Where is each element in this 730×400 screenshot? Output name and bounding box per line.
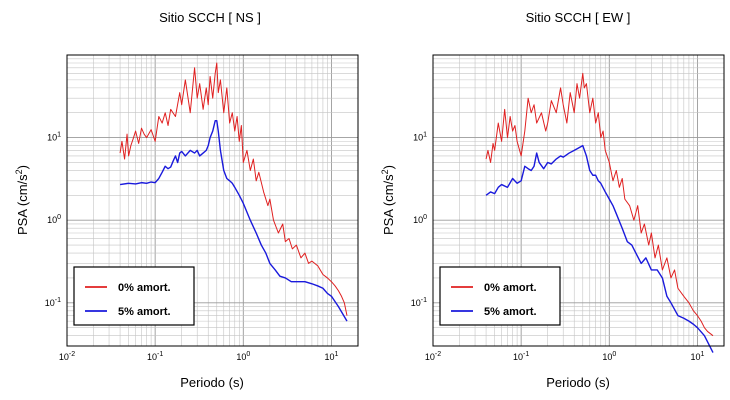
chart-title: Sitio SCCH [ NS ] [159, 10, 261, 25]
chart-ns: Sitio SCCH [ NS ] 10-2 10-1 100 101 10-1100… [14, 10, 359, 390]
y-tick-label: 10-1 [411, 297, 427, 308]
y-axis-label-main: PSA (cm/s [381, 174, 396, 235]
y-tick-label: 10-1 [45, 297, 61, 308]
tick-exp: 1 [335, 351, 339, 358]
series-line-red [485, 72, 714, 337]
legend-text-1: 5% amort. [118, 306, 171, 318]
x-tick-label: 101 [691, 351, 705, 362]
y-axis-label: PSA (cm/s2) [380, 165, 396, 235]
x-tick-label: 100 [602, 351, 616, 362]
legend-text-1: 5% amort. [484, 306, 537, 318]
series-line-red [119, 62, 348, 316]
tick-base: 10 [45, 298, 55, 308]
y-axis-label-main: PSA (cm/s [15, 174, 30, 235]
tick-exp: 1 [701, 351, 705, 358]
tick-exp: 1 [57, 132, 61, 139]
legend: 0% amort. 5% amort. [73, 266, 195, 326]
x-tick-label: 10-2 [59, 351, 75, 362]
y-axis-label-sup: 2 [14, 169, 24, 174]
y-axis-label-sup: 2 [380, 169, 390, 174]
tick-base: 10 [691, 352, 701, 362]
tick-base: 10 [425, 352, 435, 362]
y-axis-label-close: ) [381, 165, 396, 169]
tick-base: 10 [325, 352, 335, 362]
y-axis-label: PSA (cm/s2) [14, 165, 30, 235]
tick-exp: -1 [421, 297, 427, 304]
tick-base: 10 [47, 133, 57, 143]
y-tick-label: 101 [413, 132, 427, 143]
tick-base: 10 [602, 352, 612, 362]
legend-text-0: 0% amort. [118, 282, 171, 294]
chart-title: Sitio SCCH [ EW ] [526, 10, 631, 25]
y-tick-label: 100 [413, 214, 427, 225]
plot-frame [432, 54, 725, 347]
x-tick-label: 101 [325, 351, 339, 362]
series-lines [119, 62, 348, 322]
tick-base: 10 [513, 352, 523, 362]
series-lines [485, 72, 714, 353]
tick-base: 10 [59, 352, 69, 362]
tick-exp: -1 [157, 351, 163, 358]
tick-exp: -2 [435, 351, 441, 358]
x-tick-labels: 10-2 10-1 100 101 [59, 351, 339, 362]
tick-exp: 1 [423, 132, 427, 139]
x-tick-labels: 10-2 10-1 100 101 [425, 351, 705, 362]
tick-base: 10 [147, 352, 157, 362]
plot-frame [66, 54, 359, 347]
tick-exp: -1 [523, 351, 529, 358]
tick-exp: 0 [612, 351, 616, 358]
y-axis-label-close: ) [15, 165, 30, 169]
legend-text-0: 0% amort. [484, 282, 537, 294]
legend: 0% amort. 5% amort. [439, 266, 561, 326]
series-line-blue [485, 144, 714, 353]
y-tick-label: 100 [47, 214, 61, 225]
tick-base: 10 [236, 352, 246, 362]
series-line-blue [119, 120, 348, 322]
x-tick-label: 10-1 [513, 351, 529, 362]
tick-exp: 0 [423, 214, 427, 221]
y-tick-label: 101 [47, 132, 61, 143]
x-tick-label: 10-1 [147, 351, 163, 362]
tick-exp: -2 [69, 351, 75, 358]
legend-box [73, 266, 195, 326]
tick-exp: 0 [246, 351, 250, 358]
legend-box [439, 266, 561, 326]
tick-base: 10 [413, 133, 423, 143]
tick-exp: -1 [55, 297, 61, 304]
x-tick-label: 10-2 [425, 351, 441, 362]
tick-base: 10 [413, 215, 423, 225]
tick-base: 10 [411, 298, 421, 308]
x-axis-label: Periodo (s) [180, 375, 244, 390]
tick-base: 10 [47, 215, 57, 225]
x-axis-label: Periodo (s) [546, 375, 610, 390]
tick-exp: 0 [57, 214, 61, 221]
chart-ew: Sitio SCCH [ EW ] 10-2 10-1 100 101 10-1100… [380, 10, 725, 390]
x-tick-label: 100 [236, 351, 250, 362]
